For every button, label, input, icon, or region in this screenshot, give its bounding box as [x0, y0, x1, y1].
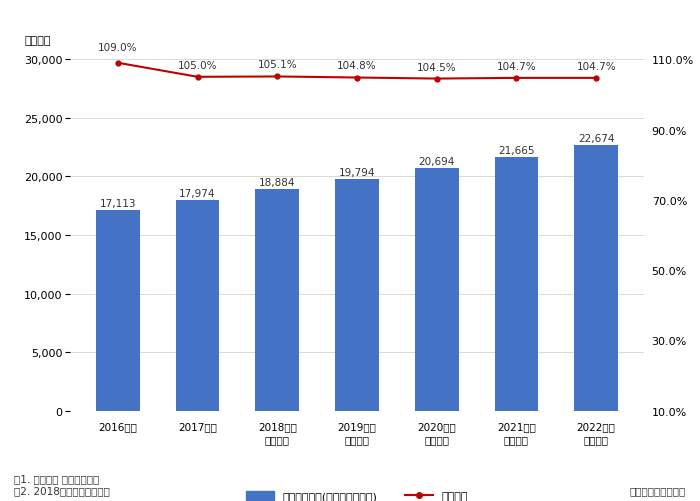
Text: 104.5%: 104.5%: [417, 63, 456, 73]
Text: 注2. 2018年度以降は予測値: 注2. 2018年度以降は予測値: [14, 485, 110, 495]
Bar: [494, 157, 538, 411]
前年度比: [353, 75, 361, 81]
Bar: [176, 201, 220, 411]
Text: 17,974: 17,974: [179, 188, 216, 198]
前年度比: [113, 61, 122, 67]
前年度比: [433, 77, 441, 83]
Text: 105.1%: 105.1%: [258, 60, 297, 70]
Text: 104.7%: 104.7%: [576, 62, 616, 72]
Text: 105.0%: 105.0%: [178, 61, 217, 71]
Text: 19,794: 19,794: [339, 167, 375, 177]
前年度比: [592, 76, 601, 82]
Bar: [415, 169, 458, 411]
Text: 104.8%: 104.8%: [337, 61, 377, 71]
Text: 20,694: 20,694: [419, 157, 455, 167]
Line: 前年度比: 前年度比: [116, 61, 598, 82]
Bar: [335, 179, 379, 411]
Bar: [574, 146, 618, 411]
Bar: [96, 211, 140, 411]
Text: 21,665: 21,665: [498, 145, 535, 155]
Text: 矢野経済研究所調べ: 矢野経済研究所調べ: [630, 485, 686, 495]
Text: 104.7%: 104.7%: [496, 62, 536, 72]
前年度比: [193, 75, 202, 81]
前年度比: [512, 76, 521, 82]
Legend: 国内市場規模(ポイント発行額), 前年度比: 国内市場規模(ポイント発行額), 前年度比: [241, 486, 472, 501]
Text: 注1. ポイント 発行額ベース: 注1. ポイント 発行額ベース: [14, 473, 99, 483]
Text: （億円）: （億円）: [24, 36, 50, 46]
Text: 22,674: 22,674: [578, 134, 615, 144]
Text: 109.0%: 109.0%: [98, 43, 138, 53]
Text: 18,884: 18,884: [259, 178, 295, 188]
前年度比: [273, 74, 281, 80]
Bar: [256, 190, 299, 411]
Text: 17,113: 17,113: [99, 199, 136, 208]
